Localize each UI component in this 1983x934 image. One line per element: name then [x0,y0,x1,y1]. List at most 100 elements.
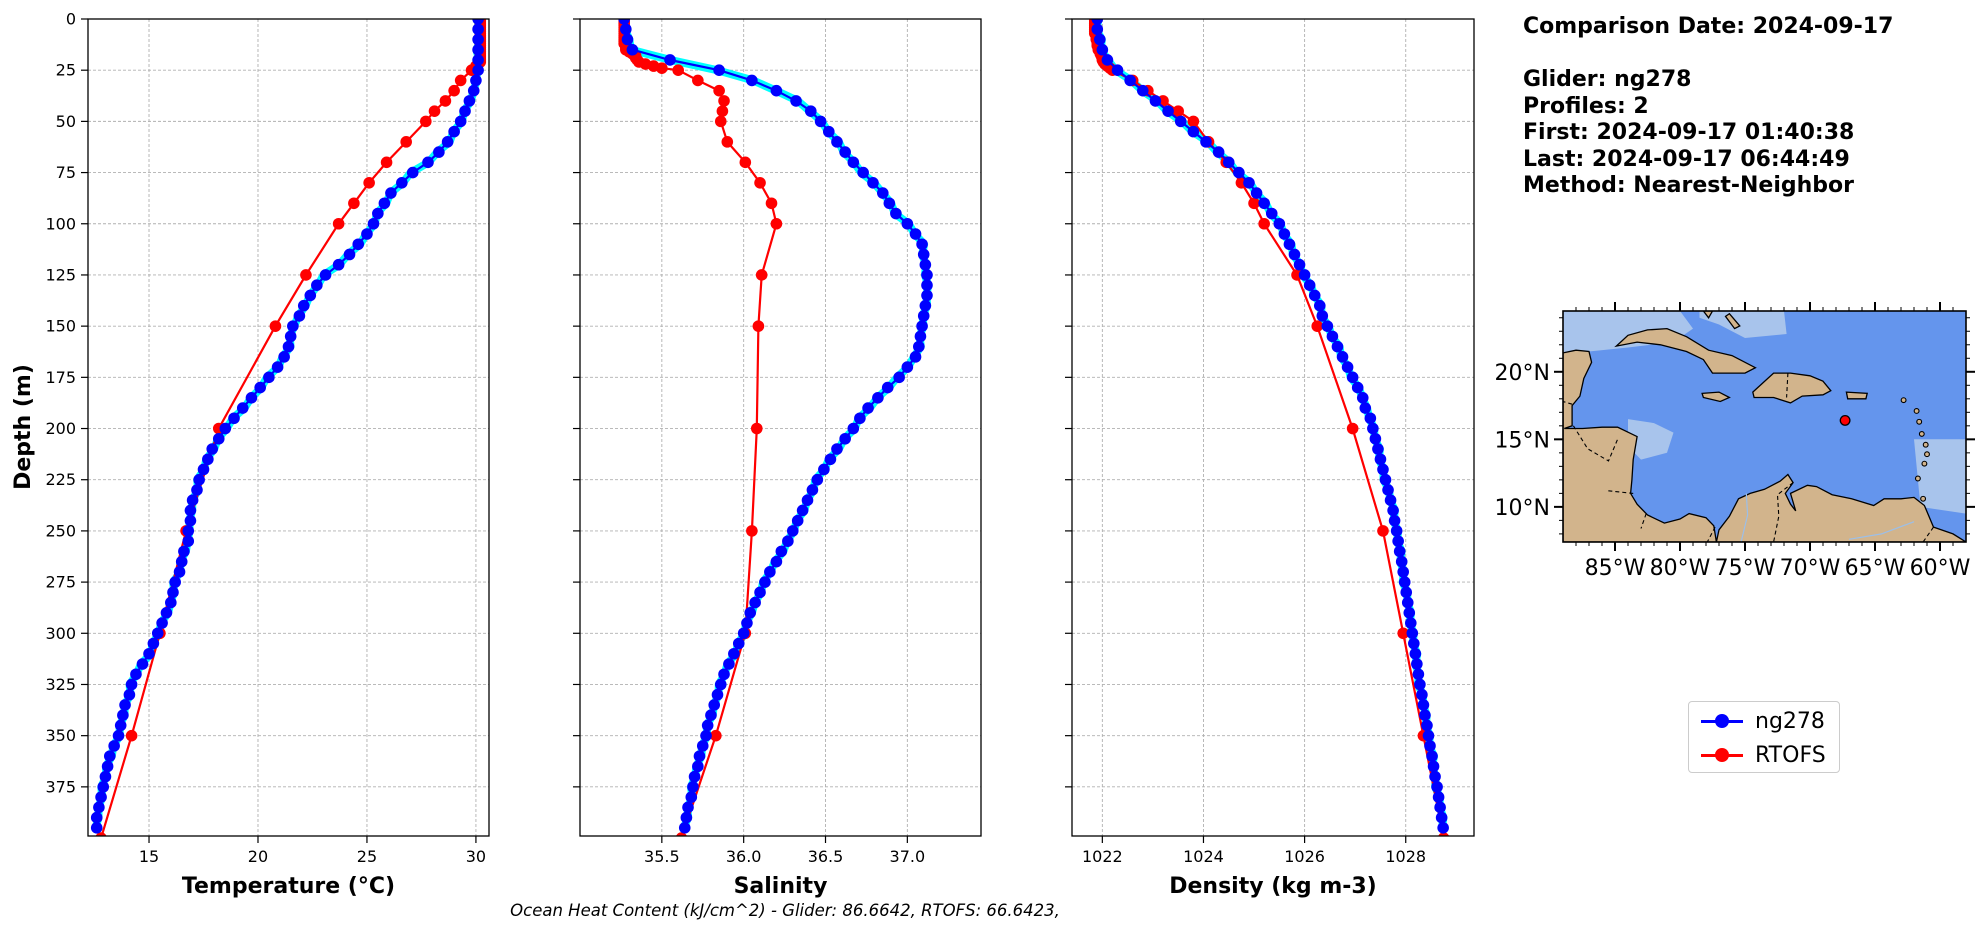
glider-point [883,197,896,210]
plot-area-density [1088,19,1450,836]
glider-point [472,33,484,46]
x-tick-label: 35.5 [644,847,680,866]
y-tick-label: 325 [45,675,76,694]
y-axis-label: Depth (m) [11,364,36,490]
glider-point [839,146,851,158]
glider-point [1091,23,1104,36]
glider-point [472,64,484,76]
glider-point [304,289,317,302]
glider-point [1387,504,1399,517]
glider-point [913,340,925,353]
rtofs-point [1248,197,1260,210]
rtofs-point [363,177,375,189]
glider-point [287,320,299,332]
glider-point [1364,412,1377,425]
legend-swatch-ng278 [1701,711,1743,731]
glider-point [1258,197,1270,210]
glider-point [831,443,843,455]
glider-point [1346,371,1359,384]
profile-panel-density: 1022 1024 1026 1028 Density (kg m-3) [1065,18,1475,899]
glider-point [824,453,837,466]
legend-swatch-rtofs [1701,745,1743,765]
glider-point [378,197,391,210]
rtofs-point [348,197,360,210]
glider-point [711,688,724,701]
glider-point [1422,729,1435,742]
glider-point [1382,484,1394,496]
legend-label-ng278: ng278 [1755,708,1825,734]
island [1924,451,1930,458]
glider-point [796,504,809,517]
profile-panel-temperature: 15 20 25 3002550751001251501752002252502753… [45,10,490,899]
glider-point [618,19,630,25]
glider-point [680,811,693,824]
glider-point [178,545,190,558]
glider-point [1419,709,1431,721]
glider-point [782,535,794,547]
x-tick-label: 1028 [1385,847,1426,866]
rtofs-line [1093,21,1445,836]
glider-point [1233,166,1245,179]
raw-profile-band [91,19,485,832]
glider-point [1388,514,1401,527]
glider-point [1398,576,1411,588]
lat-tick-label: 20°N [1495,361,1550,386]
raw-profile-band [91,19,484,829]
glider-point [804,105,817,117]
glider-point [916,238,928,251]
glider-point [1426,750,1438,762]
glider-point [696,740,709,752]
glider-point [1429,770,1441,783]
glider-point [893,371,905,384]
y-tick-label: 225 [45,470,76,489]
x-tick-label: 1026 [1284,847,1325,866]
glider-point [867,177,879,189]
rtofs-point [439,95,452,107]
glider-point [472,19,484,25]
glider-point [626,43,639,56]
glider-point [822,125,835,138]
glider-point [1101,54,1114,66]
grid-temperature [88,18,489,836]
glider-point [1174,115,1187,128]
glider-point [352,238,365,251]
x-tick-label: 36.5 [808,847,844,866]
glider-point [1392,535,1404,547]
country-border [1706,526,1716,542]
lon-tick-label: 60°W [1910,556,1971,581]
rtofs-point [739,156,752,169]
rtofs-point [454,74,467,87]
glider-point [1412,668,1425,681]
y-tick-label: 50 [56,112,76,131]
glider-line [95,19,480,828]
glider-point [175,555,188,568]
glider-point [197,463,210,476]
glider-point [814,115,827,128]
lon-tick-label: 75°W [1715,556,1776,581]
glider-point [692,760,704,773]
glider-point [182,535,195,547]
rtofs-point [721,136,734,148]
glider-point [862,402,874,414]
glider-point [1437,822,1449,834]
glider-point [909,228,922,240]
y-tick-label: 0 [66,10,76,29]
glider-point [202,453,214,466]
rtofs-point [713,84,725,97]
glider-point [890,207,902,220]
glider-point [705,709,717,721]
glider-point [1351,381,1364,394]
rtofs-point [1172,105,1184,117]
glider-point [422,156,434,169]
glider-point [332,258,345,271]
x-axis-label-salinity: Salinity [734,874,828,899]
river [1848,521,1915,540]
glider-point [1336,351,1349,363]
glider-point [282,340,295,353]
rtofs-point [714,115,727,128]
glider-point [1416,688,1428,701]
glider-point [263,371,275,384]
glider-point [361,228,373,240]
glider-point [1406,627,1419,640]
x-tick-label: 25 [357,847,377,866]
